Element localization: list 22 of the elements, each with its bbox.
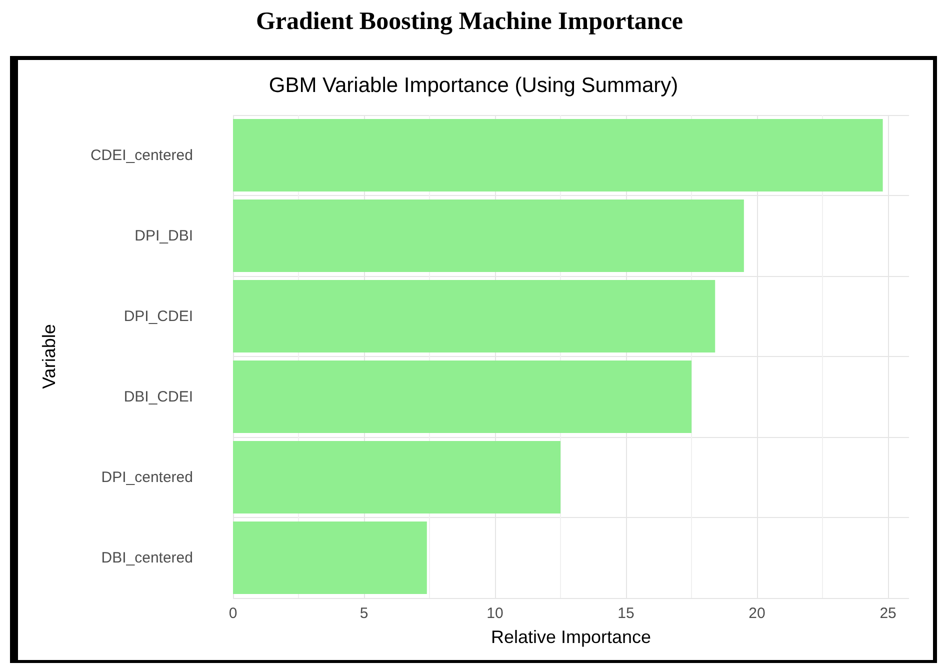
bar: [233, 360, 692, 433]
y-tick-label: DPI_CDEI: [124, 308, 193, 325]
x-tick-label: 5: [360, 605, 368, 622]
x-tick-label: 10: [486, 605, 504, 622]
x-axis-title: Relative Importance: [490, 627, 652, 647]
x-tick-label: 15: [618, 605, 634, 622]
bar: [233, 441, 561, 514]
bar: [233, 119, 883, 192]
bar: [233, 280, 716, 352]
y-tick-label: DPI_DBI: [134, 227, 193, 244]
y-axis-title: Variable: [39, 324, 59, 389]
bar: [233, 200, 744, 272]
y-tick-label: DPI_centered: [101, 468, 193, 486]
x-tick-label: 25: [880, 605, 896, 622]
chart-subtitle: GBM Variable Importance (Using Summary): [268, 74, 678, 97]
bar: [233, 522, 427, 594]
y-tick-label: CDEI_centered: [90, 146, 193, 164]
x-tick-label: 0: [228, 605, 238, 622]
x-tick-label: 20: [748, 605, 766, 622]
chart-title: Gradient Boosting Machine Importance: [254, 8, 684, 36]
y-tick-label: DBI_CDEI: [124, 388, 193, 406]
y-tick-label: DBI_centered: [101, 549, 193, 566]
